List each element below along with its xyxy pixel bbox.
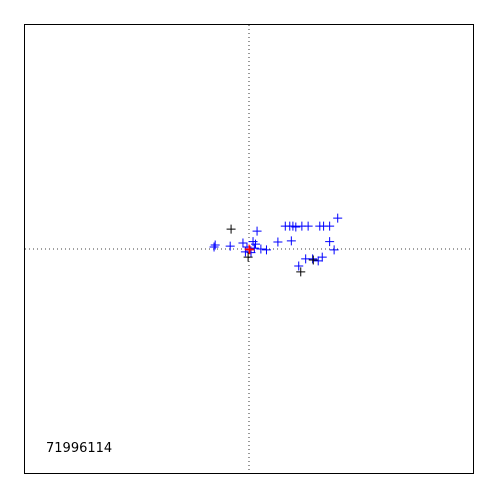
- data-point-s0-30: [250, 239, 260, 249]
- data-point-s0-22: [313, 256, 323, 266]
- data-point-s0-23: [317, 252, 327, 262]
- data-point-s0-17: [325, 221, 335, 231]
- data-point-s1-1: [243, 252, 253, 262]
- data-point-s0-21: [308, 254, 318, 264]
- data-point-s2-1: [245, 245, 255, 255]
- data-point-s0-14: [303, 221, 313, 231]
- data-point-s0-0: [209, 242, 219, 252]
- data-point-s0-25: [329, 245, 339, 255]
- data-point-s0-7: [261, 245, 271, 255]
- data-point-s0-4: [248, 237, 258, 247]
- data-point-s1-2: [296, 267, 306, 277]
- data-point-s0-26: [294, 261, 304, 271]
- data-point-s0-8: [273, 237, 283, 247]
- data-point-s0-5: [252, 226, 262, 236]
- data-point-s0-12: [291, 222, 301, 232]
- data-point-s1-3: [308, 255, 318, 265]
- data-point-s0-1: [210, 240, 220, 250]
- data-point-s2-0: [244, 244, 254, 254]
- data-point-s0-6: [256, 244, 266, 254]
- chart-annotation: 71996114: [46, 441, 112, 456]
- data-points: [209, 213, 343, 277]
- data-point-s1-0: [226, 224, 236, 234]
- data-point-s0-19: [286, 236, 296, 246]
- data-point-s0-18: [333, 213, 343, 223]
- data-point-s0-2: [225, 241, 235, 251]
- data-point-s0-24: [325, 237, 335, 247]
- data-point-s0-3: [238, 238, 248, 248]
